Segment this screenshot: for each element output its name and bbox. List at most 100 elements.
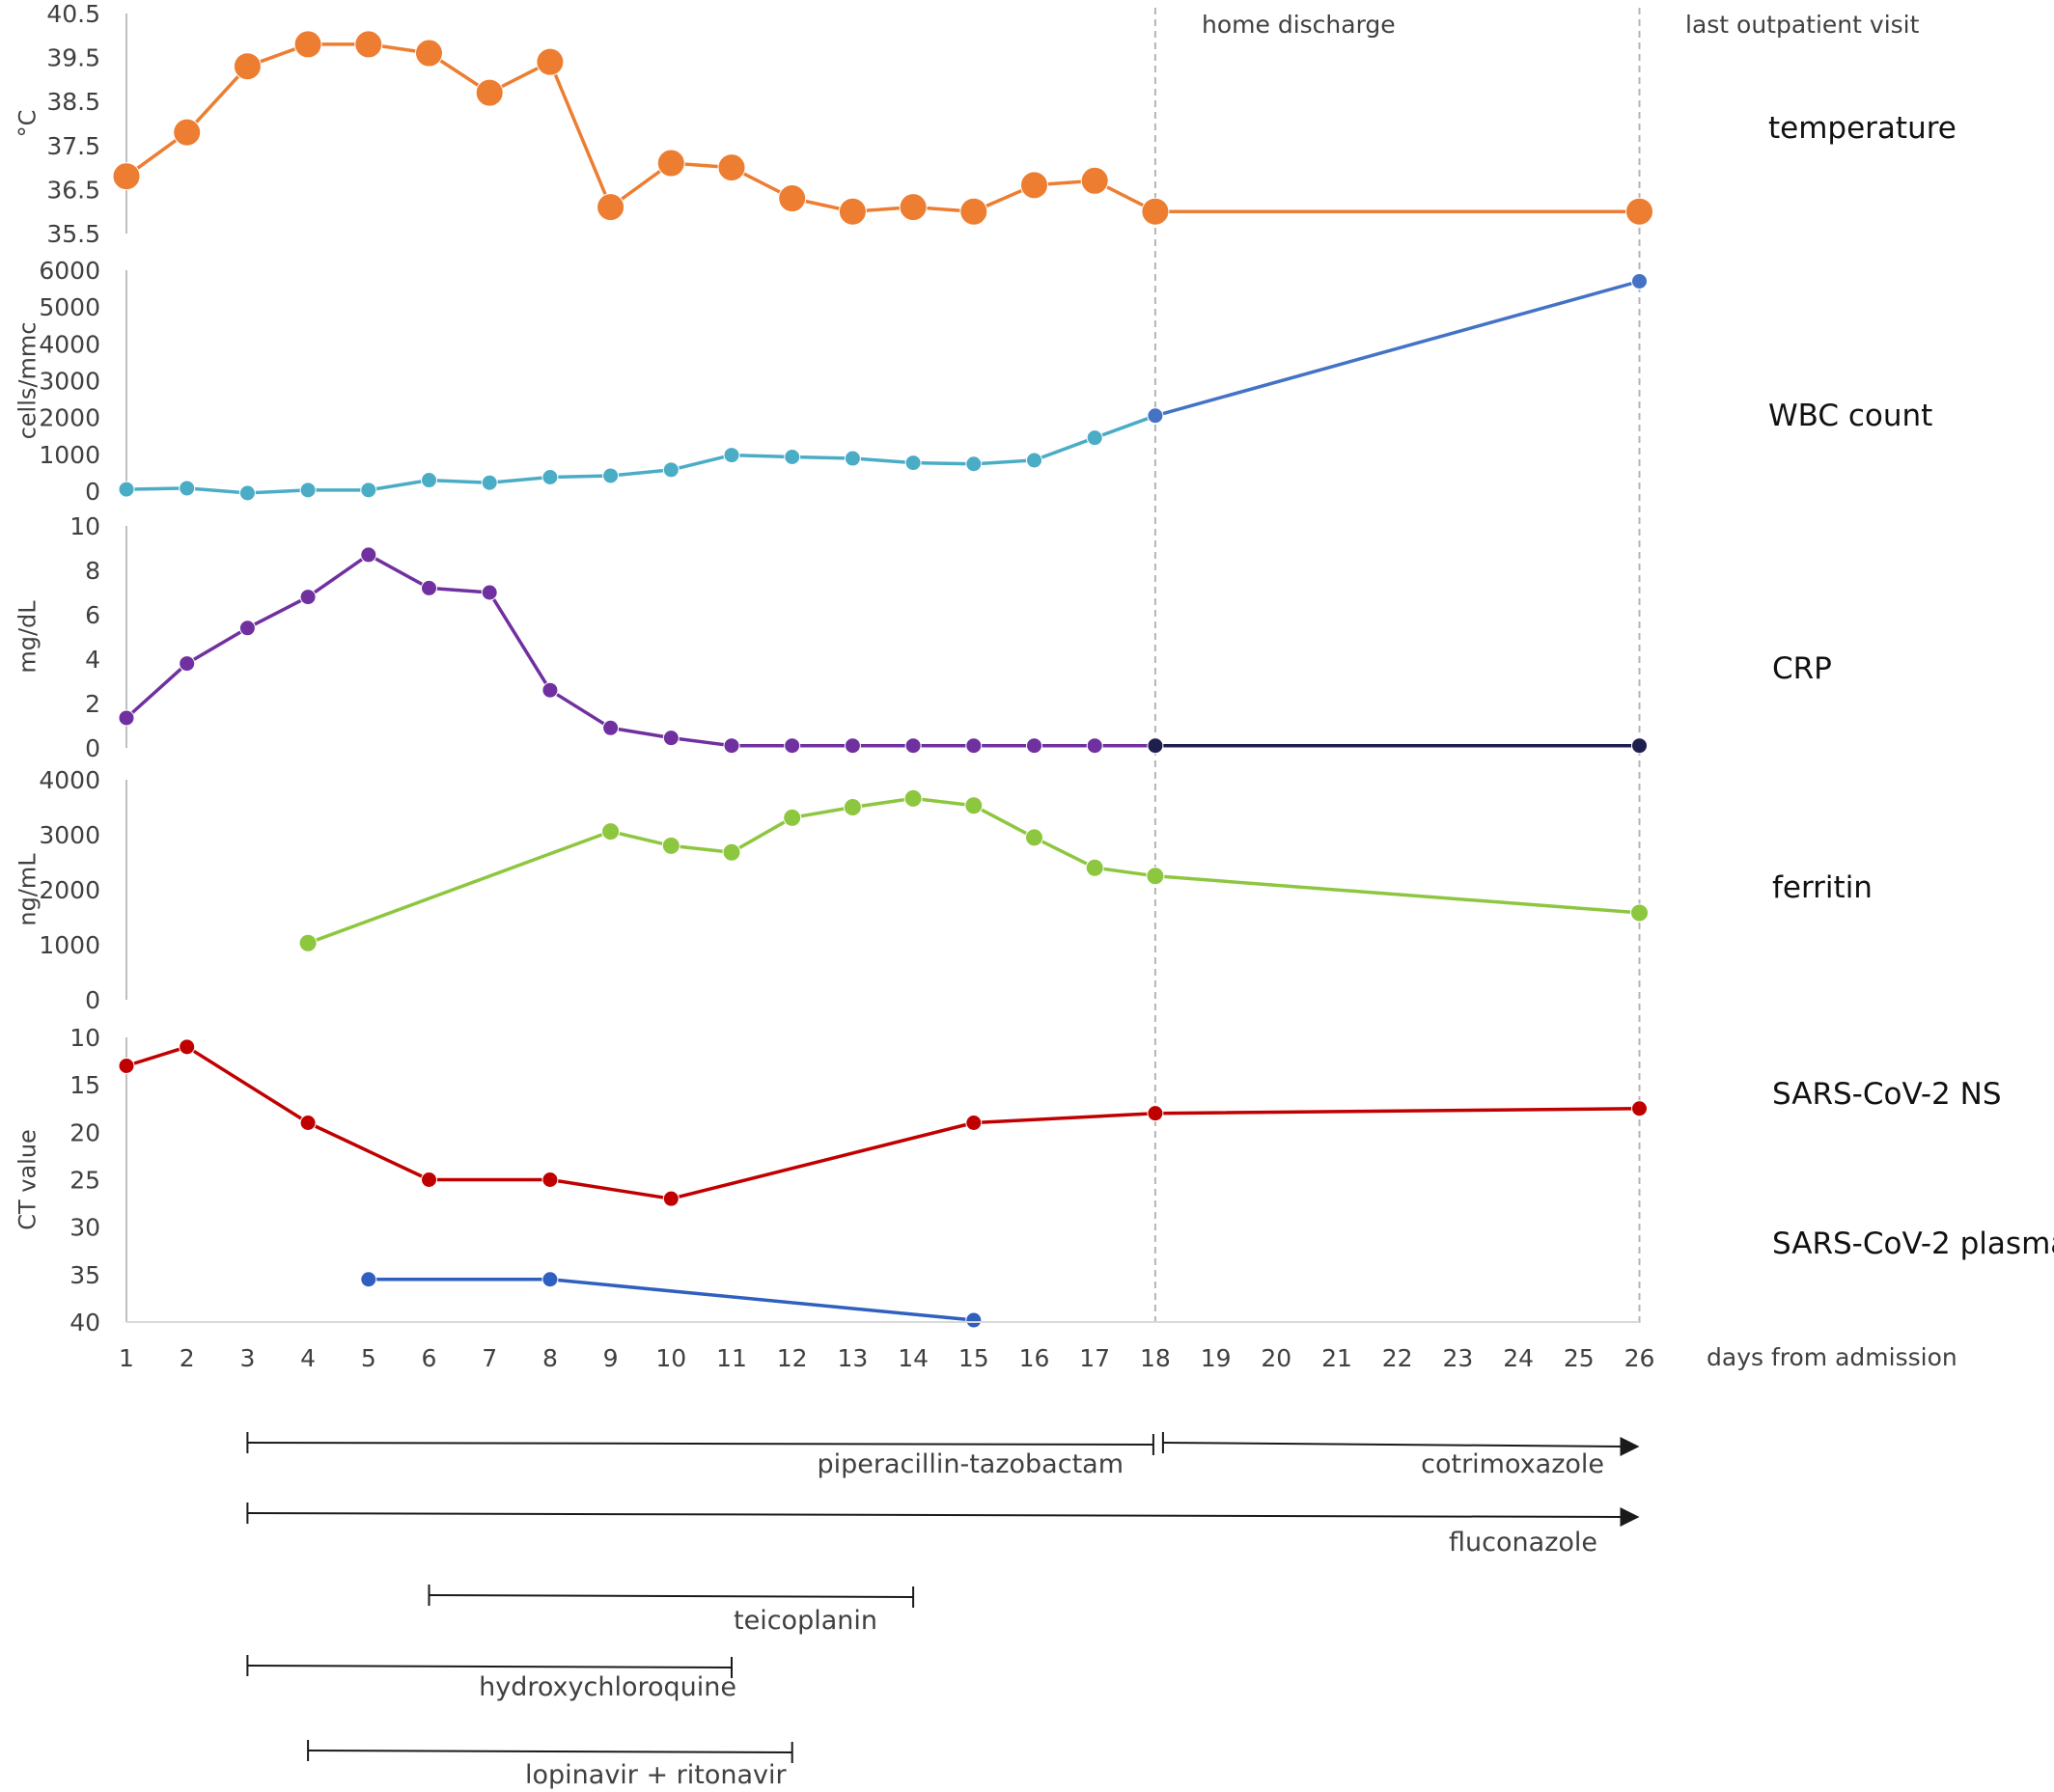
data-point (778, 184, 807, 213)
series-temp-0 (112, 30, 1653, 226)
data-point (415, 39, 443, 68)
data-point (602, 719, 620, 736)
x-tick-label: 5 (361, 1344, 376, 1372)
data-point (1146, 867, 1165, 886)
x-tick-label: 3 (239, 1344, 255, 1372)
x-tick-label: 1 (119, 1344, 134, 1372)
series-line (1154, 279, 1640, 418)
series-wbc-0 (118, 407, 1164, 502)
data-point (904, 737, 922, 755)
x-tick-label: 4 (300, 1344, 316, 1372)
y-tick-label: 2000 (39, 404, 100, 432)
treatment-line (1162, 1442, 1623, 1447)
series-line (368, 1278, 974, 1322)
x-tick-label: 9 (603, 1344, 619, 1372)
data-point (1020, 171, 1048, 200)
y-tick-label: 4000 (39, 330, 100, 358)
x-tick-label: 10 (655, 1344, 686, 1372)
data-point (662, 730, 680, 747)
x-tick-label: 22 (1382, 1344, 1413, 1372)
series-line (125, 414, 1156, 495)
data-point (354, 30, 383, 59)
panel-label: ferritin (1772, 870, 1873, 905)
y-tick-label: 40.5 (46, 0, 100, 28)
x-tick-label: 15 (958, 1344, 989, 1372)
data-point (421, 579, 437, 596)
treatment-bar: lopinavir + ritonavir (307, 1740, 793, 1790)
treatment-label: piperacillin-tazobactam (817, 1449, 1124, 1479)
data-point (965, 1311, 983, 1329)
data-point (1086, 429, 1103, 447)
data-point (662, 1190, 680, 1207)
data-point (903, 788, 923, 808)
data-point (843, 798, 862, 816)
treatment-line (247, 1442, 1153, 1446)
data-point (481, 474, 498, 491)
x-tick-label: 7 (482, 1344, 497, 1372)
data-point (661, 836, 680, 855)
data-point (965, 737, 983, 755)
event-markers: home discharge last outpatient visit (1153, 8, 1920, 1324)
data-point (1147, 407, 1164, 425)
x-tick-label: 19 (1201, 1344, 1232, 1372)
treatment-arrowhead (1620, 1507, 1640, 1527)
treatment-line (247, 1665, 733, 1668)
y-tick-label: 40 (69, 1309, 100, 1337)
data-point (541, 1172, 559, 1188)
y-axis-label: °C (14, 110, 41, 138)
y-tick-label: 35 (69, 1261, 100, 1289)
data-point (1630, 903, 1649, 923)
y-axis-label: CT value (14, 1129, 41, 1230)
y-tick-label: 38.5 (46, 88, 100, 116)
data-point (238, 484, 256, 502)
y-tick-label: 5000 (39, 293, 100, 321)
data-point (723, 447, 740, 464)
y-tick-label: 1000 (39, 931, 100, 959)
data-point (784, 449, 801, 466)
data-point (597, 193, 625, 222)
data-point (118, 1058, 135, 1074)
data-point (118, 709, 135, 727)
data-point (1080, 166, 1109, 195)
y-tick-label: 8 (85, 557, 100, 585)
y-tick-label: 39.5 (46, 44, 100, 72)
x-tick-label: 16 (1019, 1344, 1050, 1372)
panel-crp: 0 2 4 6 8 10 mg/dL CRP (14, 512, 1831, 762)
x-tick-label: 20 (1261, 1344, 1291, 1372)
x-tick-label: 24 (1503, 1344, 1534, 1372)
y-axis-label: mg/dL (14, 600, 41, 674)
series-ct-1 (360, 1271, 983, 1329)
series-ct-0 (118, 1038, 1648, 1207)
treatment-bar: hydroxychloroquine (246, 1655, 736, 1702)
data-point (656, 149, 685, 178)
data-point (965, 1115, 983, 1131)
treatment-line (247, 1512, 1623, 1518)
event-label: last outpatient visit (1685, 11, 1920, 39)
panel-temp: 35.5 36.5 37.5 38.5 39.5 40.5 °C temperature (14, 0, 1956, 248)
series-ferritin-0 (298, 788, 1649, 952)
panel-wbc: 0 1000 2000 3000 4000 5000 6000 cells/mmc WBC co… (14, 257, 1932, 506)
y-tick-label: 6000 (39, 257, 100, 285)
panel-ct: 10 15 20 25 30 35 40 CT value SARS-CoV-2 NS SARS-… (14, 1024, 2054, 1337)
data-point (475, 78, 504, 107)
data-point (784, 737, 801, 755)
y-tick-label: 6 (85, 601, 100, 629)
data-point (1631, 737, 1648, 755)
treatment-label: cotrimoxazole (1421, 1449, 1604, 1479)
x-tick-label: 13 (837, 1344, 868, 1372)
data-point (233, 52, 262, 81)
data-point (1025, 828, 1043, 847)
data-point (1147, 1105, 1164, 1122)
x-tick-label: 14 (898, 1344, 929, 1372)
y-tick-label: 20 (69, 1118, 100, 1146)
data-point (179, 1038, 196, 1056)
panel-ferritin: 0 1000 2000 3000 4000 ng/mL ferritin (14, 766, 1873, 1014)
data-point (1026, 737, 1042, 755)
y-tick-label: 0 (85, 986, 100, 1014)
event-label: home discharge (1202, 11, 1396, 39)
y-tick-label: 2 (85, 690, 100, 718)
data-point (299, 1115, 317, 1131)
data-point (1147, 737, 1164, 755)
series-line (125, 42, 1640, 213)
x-tick-label: 21 (1321, 1344, 1352, 1372)
